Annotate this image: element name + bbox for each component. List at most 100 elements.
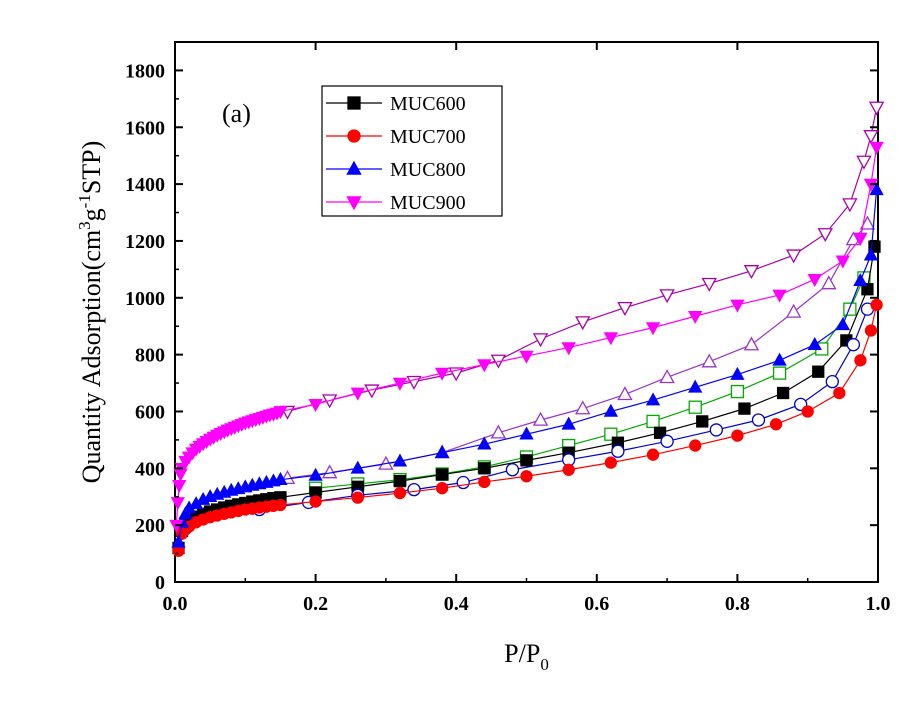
adsorption-point — [769, 418, 783, 431]
adsorption-point — [688, 310, 703, 324]
adsorption-point — [731, 429, 744, 442]
desorption-point — [688, 400, 702, 414]
adsorption-point — [308, 399, 323, 413]
adsorption-point — [172, 480, 187, 494]
x-axis-title: P/P0 — [504, 639, 549, 674]
x-axis-title-main: P/P — [504, 639, 540, 668]
desorption-point — [617, 301, 633, 316]
adsorption-point — [171, 534, 186, 548]
y-tick-label: 200 — [135, 515, 165, 537]
adsorption-point — [730, 366, 745, 380]
adsorption-point — [869, 141, 884, 155]
adsorption-point — [309, 495, 322, 508]
adsorption-point — [645, 322, 661, 336]
y-tick-label: 0 — [155, 572, 165, 594]
desorption-point — [407, 482, 421, 497]
desorption-line — [259, 308, 869, 511]
adsorption-point — [870, 298, 883, 312]
adsorption-point — [863, 247, 879, 261]
desorption-point — [843, 302, 857, 316]
y-axis-title: Quantity Adsorption(cm3g-1STP) — [75, 141, 106, 484]
y-tick-label: 1000 — [125, 288, 165, 310]
desorption-point — [646, 414, 660, 429]
desorption-point — [505, 463, 520, 477]
desorption-point — [859, 215, 876, 230]
y-axis-title-superscript: -1 — [75, 194, 94, 208]
adsorption-point — [350, 460, 365, 474]
desorption-point — [785, 249, 802, 264]
legend-marker — [347, 129, 361, 143]
adsorption-point — [477, 359, 492, 373]
series-muc800 — [171, 182, 884, 548]
desorption-point — [856, 155, 872, 170]
adsorption-point — [689, 439, 702, 452]
adsorption-point — [351, 491, 364, 504]
y-axis-title-part: STP) — [77, 141, 106, 194]
adsorption-point — [273, 406, 288, 420]
x-tick-label: 1.0 — [866, 593, 891, 615]
adsorption-point — [274, 498, 287, 512]
desorption-line — [287, 223, 868, 479]
desorption-point — [659, 369, 675, 384]
adsorption-point — [603, 332, 619, 346]
adsorption-point — [730, 299, 745, 313]
legend-item-muc700: MUC700 — [326, 126, 466, 148]
desorption-point — [617, 386, 633, 401]
adsorption-point — [561, 416, 576, 430]
adsorption-point — [646, 448, 660, 461]
desorption-point — [825, 374, 839, 389]
desorption-point — [575, 400, 591, 415]
desorption-point — [611, 444, 625, 458]
adsorption-point — [477, 436, 492, 450]
x-tick-label: 0.8 — [725, 593, 750, 615]
series-muc900 — [169, 101, 885, 533]
adsorption-point — [478, 475, 491, 489]
adsorption-point — [833, 386, 846, 400]
adsorption-point — [835, 255, 850, 269]
desorption-point — [532, 411, 549, 426]
desorption-point — [532, 333, 549, 348]
y-axis-title-part: g — [77, 208, 106, 221]
adsorption-point — [653, 426, 667, 439]
desorption-point — [868, 101, 885, 116]
desorption-point — [821, 275, 837, 290]
adsorption-point — [807, 337, 822, 351]
desorption-point — [709, 423, 723, 437]
desorption-point — [730, 384, 745, 399]
desorption-point — [575, 316, 591, 331]
legend-item-muc600: MUC600 — [326, 93, 466, 115]
y-tick-label: 800 — [135, 345, 165, 367]
x-tick-label: 0.2 — [303, 593, 328, 615]
y-tick-label: 400 — [135, 458, 165, 480]
x-tick-label: 0.6 — [584, 593, 609, 615]
adsorption-point — [519, 426, 534, 440]
adsorption-point — [853, 273, 868, 287]
adsorption-point — [772, 289, 787, 303]
adsorption-point — [273, 472, 288, 486]
series-layer — [169, 101, 885, 557]
desorption-point — [660, 434, 674, 448]
adsorption-point — [435, 468, 449, 481]
legend: MUC600 MUC700 MUC800 MUC900 — [321, 85, 503, 217]
desorption-point — [743, 336, 760, 351]
adsorption-point — [861, 283, 874, 296]
adsorption-point — [435, 482, 449, 495]
adsorption-point — [478, 462, 491, 475]
desorption-point — [659, 289, 675, 304]
legend-marker — [346, 196, 362, 211]
adsorption-point — [562, 463, 575, 476]
adsorption-point — [807, 273, 822, 287]
y-tick-label: 1600 — [125, 117, 165, 139]
legend-label: MUC800 — [390, 159, 466, 181]
desorption-point — [456, 475, 470, 490]
y-tick-label: 1800 — [125, 60, 165, 82]
desorption-point — [743, 265, 760, 280]
adsorption-point — [520, 454, 533, 467]
y-tick-label: 600 — [135, 401, 165, 423]
adsorption-point — [393, 474, 407, 488]
adsorption-point — [864, 324, 878, 337]
adsorption-point — [392, 377, 408, 391]
adsorption-point — [519, 350, 534, 364]
adsorption-point — [561, 342, 576, 356]
